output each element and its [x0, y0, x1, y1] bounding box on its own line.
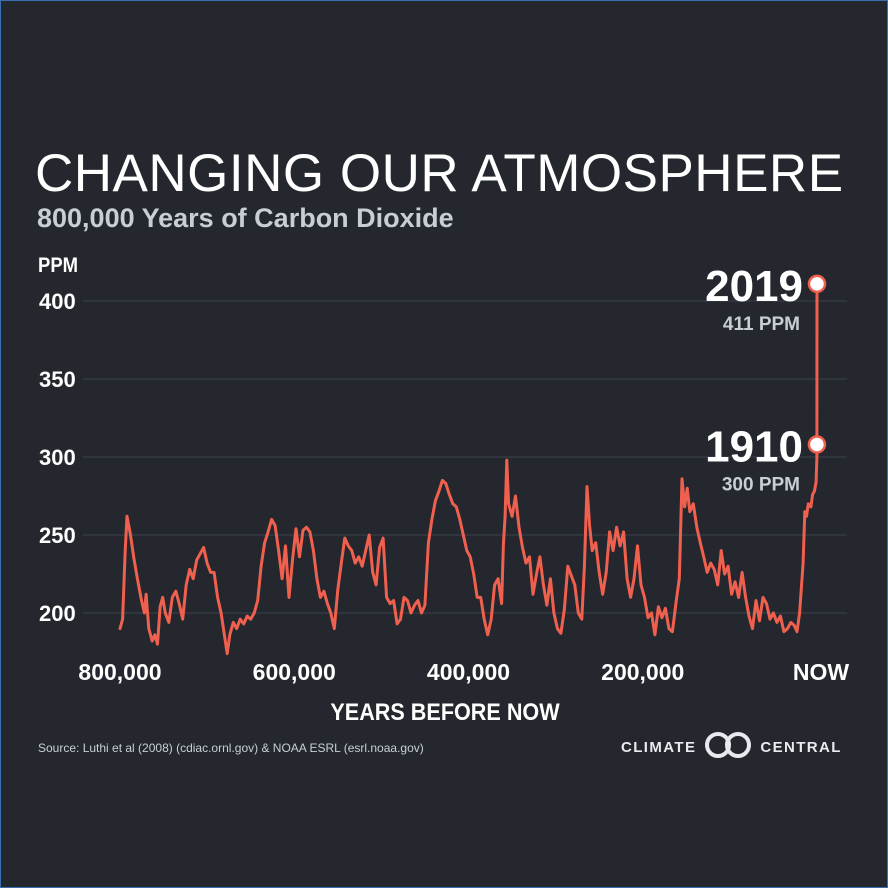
callout-ppm-2019: 411 PPM	[723, 314, 800, 335]
logo-word-left: CLIMATE	[621, 738, 697, 756]
callout-year-1910: 1910	[705, 423, 803, 472]
callout-ppm-1910: 300 PPM	[722, 475, 800, 496]
page-subtitle: 800,000 Years of Carbon Dioxide	[37, 203, 454, 233]
y-tick-400: 400	[39, 289, 76, 314]
grid-lines	[83, 300, 847, 614]
marker-1910	[807, 435, 827, 454]
x-tick-labels: 800,000 600,000 400,000 200,000 NOW	[78, 659, 849, 685]
y-tick-300: 300	[39, 445, 76, 470]
y-axis-label: PPM	[38, 254, 79, 277]
annotation-layer: 2019 411 PPM 1910 300 PPM	[705, 262, 827, 496]
series-layer	[118, 282, 819, 656]
page-title: CHANGING OUR ATMOSPHERE	[35, 144, 844, 203]
co2-series-line	[118, 282, 819, 656]
x-tick-400000: 400,000	[427, 659, 510, 685]
source-note: Source: Luthi et al (2008) (cdiac.ornl.g…	[38, 741, 424, 755]
x-axis-label: YEARS BEFORE NOW	[330, 699, 560, 726]
marker-2019	[807, 274, 827, 294]
x-tick-200000: 200,000	[601, 659, 684, 685]
x-tick-now: NOW	[793, 659, 850, 685]
interlocking-rings-icon	[702, 731, 754, 763]
y-tick-200: 200	[39, 601, 76, 626]
climate-central-logo: CLIMATE CENTRAL	[621, 731, 842, 763]
callout-year-2019: 2019	[705, 262, 803, 311]
y-tick-350: 350	[39, 367, 76, 392]
x-tick-600000: 600,000	[253, 659, 336, 685]
y-tick-250: 250	[39, 523, 76, 548]
y-tick-labels: 200 250 300 350 400	[39, 289, 76, 626]
x-tick-800000: 800,000	[78, 659, 161, 685]
logo-word-right: CENTRAL	[760, 738, 842, 756]
